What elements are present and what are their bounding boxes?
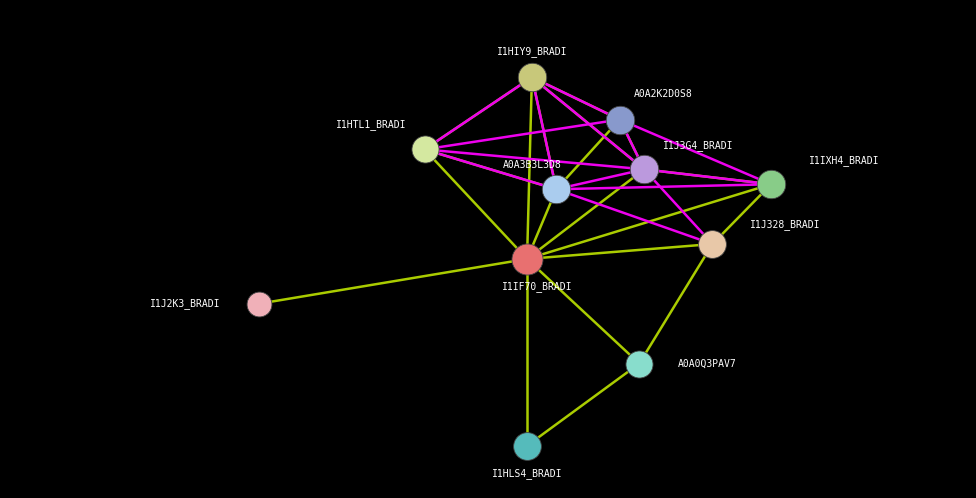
Point — [417, 145, 432, 153]
Point — [524, 73, 540, 81]
Point — [519, 442, 535, 450]
Text: A0A0Q3PAV7: A0A0Q3PAV7 — [678, 359, 737, 369]
Text: I1HLS4_BRADI: I1HLS4_BRADI — [492, 468, 562, 479]
Point — [519, 255, 535, 263]
Text: I1IXH4_BRADI: I1IXH4_BRADI — [809, 155, 879, 166]
Point — [636, 165, 652, 173]
Text: I1J328_BRADI: I1J328_BRADI — [751, 219, 821, 230]
Point — [631, 360, 647, 368]
Text: A0A3B3L3D8: A0A3B3L3D8 — [503, 160, 561, 170]
Text: A0A2K2D0S8: A0A2K2D0S8 — [634, 89, 693, 99]
Text: I1HIY9_BRADI: I1HIY9_BRADI — [497, 46, 567, 57]
Point — [549, 185, 564, 193]
Text: I1IF70_BRADI: I1IF70_BRADI — [502, 281, 572, 292]
Text: I1J2K3_BRADI: I1J2K3_BRADI — [150, 298, 221, 309]
Point — [763, 180, 779, 188]
Text: I1J3G4_BRADI: I1J3G4_BRADI — [663, 140, 733, 151]
Text: I1HTL1_BRADI: I1HTL1_BRADI — [336, 119, 406, 130]
Point — [612, 116, 628, 124]
Point — [251, 300, 266, 308]
Point — [705, 240, 720, 248]
